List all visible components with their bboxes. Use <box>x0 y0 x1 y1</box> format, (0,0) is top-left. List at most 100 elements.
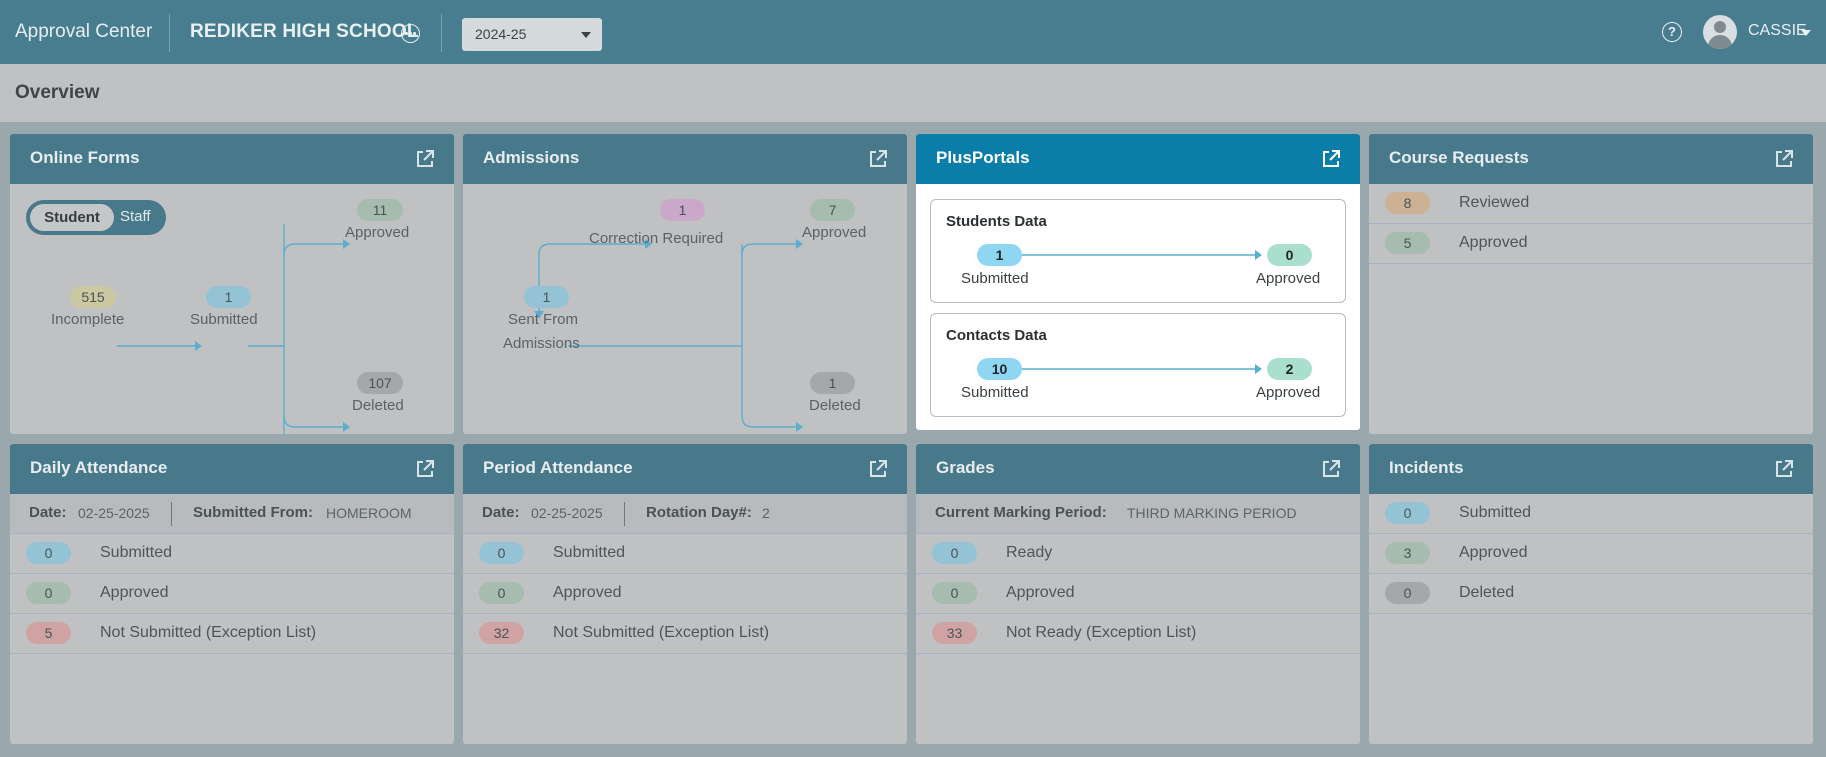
student-staff-toggle[interactable]: Student Staff <box>26 200 166 235</box>
panel-header: Online Forms <box>10 134 454 184</box>
submitted-label: Submitted <box>1459 504 1532 521</box>
submitted-label: Submitted <box>100 544 173 561</box>
ready-count[interactable]: 0 <box>932 542 977 564</box>
sent-from-admissions-count[interactable]: 1 <box>524 286 569 308</box>
approved-label: Approved <box>100 584 169 601</box>
period-attendance-panel: Period Attendance Date: 02-25-2025 Rotat… <box>463 444 907 744</box>
students-approved-label: Approved <box>1256 270 1321 287</box>
user-avatar-icon[interactable] <box>1703 15 1737 49</box>
correction-required-count[interactable]: 1 <box>660 199 705 221</box>
admissions-label: Admissions <box>503 335 580 352</box>
attendance-info-row: Date: 02-25-2025 Submitted From: HOMEROO… <box>10 494 454 534</box>
list-item[interactable]: 0 Submitted <box>10 534 454 574</box>
admissions-panel: Admissions 1 Correction Required 1 Sent … <box>463 134 907 434</box>
deleted-count[interactable]: 107 <box>357 372 403 394</box>
approved-label: Approved <box>345 224 410 241</box>
students-approved-count[interactable]: 0 <box>1267 244 1312 266</box>
approved-count[interactable]: 3 <box>1385 542 1430 564</box>
ellipsis-circle-icon[interactable] <box>401 24 420 43</box>
not-submitted-count[interactable]: 5 <box>26 622 71 644</box>
list-item[interactable]: 0 Submitted <box>463 534 907 574</box>
overview-bar: Overview <box>0 64 1826 122</box>
rotation-day-value: 2 <box>762 505 770 521</box>
card-title: Students Data <box>946 213 1047 230</box>
deleted-label: Deleted <box>352 397 404 414</box>
contacts-flow-line <box>1011 364 1262 374</box>
approved-count[interactable]: 0 <box>479 582 524 604</box>
list-item[interactable]: 3 Approved <box>1369 534 1813 574</box>
list-item[interactable]: 0 Deleted <box>1369 574 1813 614</box>
external-link-icon[interactable] <box>868 459 888 479</box>
external-link-icon[interactable] <box>1321 149 1341 169</box>
contacts-approved-count[interactable]: 2 <box>1267 358 1312 380</box>
incomplete-count[interactable]: 515 <box>70 286 116 308</box>
list-item[interactable]: 0 Approved <box>463 574 907 614</box>
list-item[interactable]: 5 Approved <box>1369 224 1813 264</box>
approved-count[interactable]: 5 <box>1385 232 1430 254</box>
external-link-icon[interactable] <box>868 149 888 169</box>
toggle-option-student[interactable]: Student <box>30 204 114 231</box>
panel-header: Daily Attendance <box>10 444 454 494</box>
contacts-data-card: Contacts Data 10 Submitted 2 Approved <box>930 313 1346 417</box>
deleted-count[interactable]: 1 <box>810 372 855 394</box>
submitted-count[interactable]: 0 <box>479 542 524 564</box>
approved-label: Approved <box>1006 584 1075 601</box>
approved-label: Approved <box>1459 234 1528 251</box>
list-item[interactable]: 0 Approved <box>916 574 1360 614</box>
school-name[interactable]: REDIKER HIGH SCHOOL <box>190 21 419 42</box>
not-submitted-count[interactable]: 32 <box>479 622 524 644</box>
list-item[interactable]: 0 Approved <box>10 574 454 614</box>
submitted-count[interactable]: 0 <box>1385 502 1430 524</box>
submitted-count[interactable]: 1 <box>206 286 251 308</box>
external-link-icon[interactable] <box>415 149 435 169</box>
deleted-label: Deleted <box>809 397 861 414</box>
date-value: 02-25-2025 <box>531 505 603 521</box>
chevron-down-icon[interactable] <box>1801 30 1811 36</box>
online-forms-panel: Online Forms Student Staff 515 Incomplet… <box>10 134 454 434</box>
external-link-icon[interactable] <box>415 459 435 479</box>
submitted-from-value: HOMEROOM <box>326 505 412 521</box>
submitted-label: Submitted <box>190 311 258 328</box>
external-link-icon[interactable] <box>1321 459 1341 479</box>
list-item[interactable]: 32 Not Submitted (Exception List) <box>463 614 907 654</box>
list-item[interactable]: 0 Ready <box>916 534 1360 574</box>
deleted-count[interactable]: 0 <box>1385 582 1430 604</box>
list-item[interactable]: 8 Reviewed <box>1369 184 1813 224</box>
list-item[interactable]: 33 Not Ready (Exception List) <box>916 614 1360 654</box>
approved-count[interactable]: 0 <box>26 582 71 604</box>
not-ready-count[interactable]: 33 <box>932 622 977 644</box>
approved-count[interactable]: 7 <box>810 199 855 221</box>
top-bar: Approval Center REDIKER HIGH SCHOOL 2024… <box>0 0 1826 64</box>
question-circle-icon[interactable]: ? <box>1662 22 1682 42</box>
divider <box>169 14 170 52</box>
students-submitted-count[interactable]: 1 <box>977 244 1022 266</box>
approved-label: Approved <box>553 584 622 601</box>
list-item[interactable]: 0 Submitted <box>1369 494 1813 534</box>
list-item[interactable]: 5 Not Submitted (Exception List) <box>10 614 454 654</box>
submitted-count[interactable]: 0 <box>26 542 71 564</box>
marking-period-value: THIRD MARKING PERIOD <box>1127 505 1297 521</box>
marking-period-row: Current Marking Period: THIRD MARKING PE… <box>916 494 1360 534</box>
user-name[interactable]: CASSIE <box>1748 22 1807 39</box>
deleted-label: Deleted <box>1459 584 1515 601</box>
reviewed-label: Reviewed <box>1459 194 1530 211</box>
external-link-icon[interactable] <box>1774 149 1794 169</box>
contacts-submitted-count[interactable]: 10 <box>977 358 1022 380</box>
students-submitted-label: Submitted <box>961 270 1029 287</box>
ready-label: Ready <box>1006 544 1053 561</box>
app-title[interactable]: Approval Center <box>15 21 153 42</box>
school-year-select[interactable]: 2024-25 <box>462 18 602 51</box>
page-title: Overview <box>15 82 100 103</box>
approved-count[interactable]: 11 <box>357 199 403 221</box>
plusportals-panel: PlusPortals Students Data 1 Submitted 0 … <box>916 134 1360 430</box>
approved-count[interactable]: 0 <box>932 582 977 604</box>
correction-required-label: Correction Required <box>589 230 724 247</box>
incomplete-label: Incomplete <box>51 311 125 328</box>
divider <box>171 502 172 526</box>
external-link-icon[interactable] <box>1774 459 1794 479</box>
toggle-option-staff[interactable]: Staff <box>120 208 151 225</box>
submitted-label: Submitted <box>553 544 626 561</box>
chevron-down-icon <box>581 32 591 38</box>
card-title: Contacts Data <box>946 327 1047 344</box>
reviewed-count[interactable]: 8 <box>1385 192 1430 214</box>
